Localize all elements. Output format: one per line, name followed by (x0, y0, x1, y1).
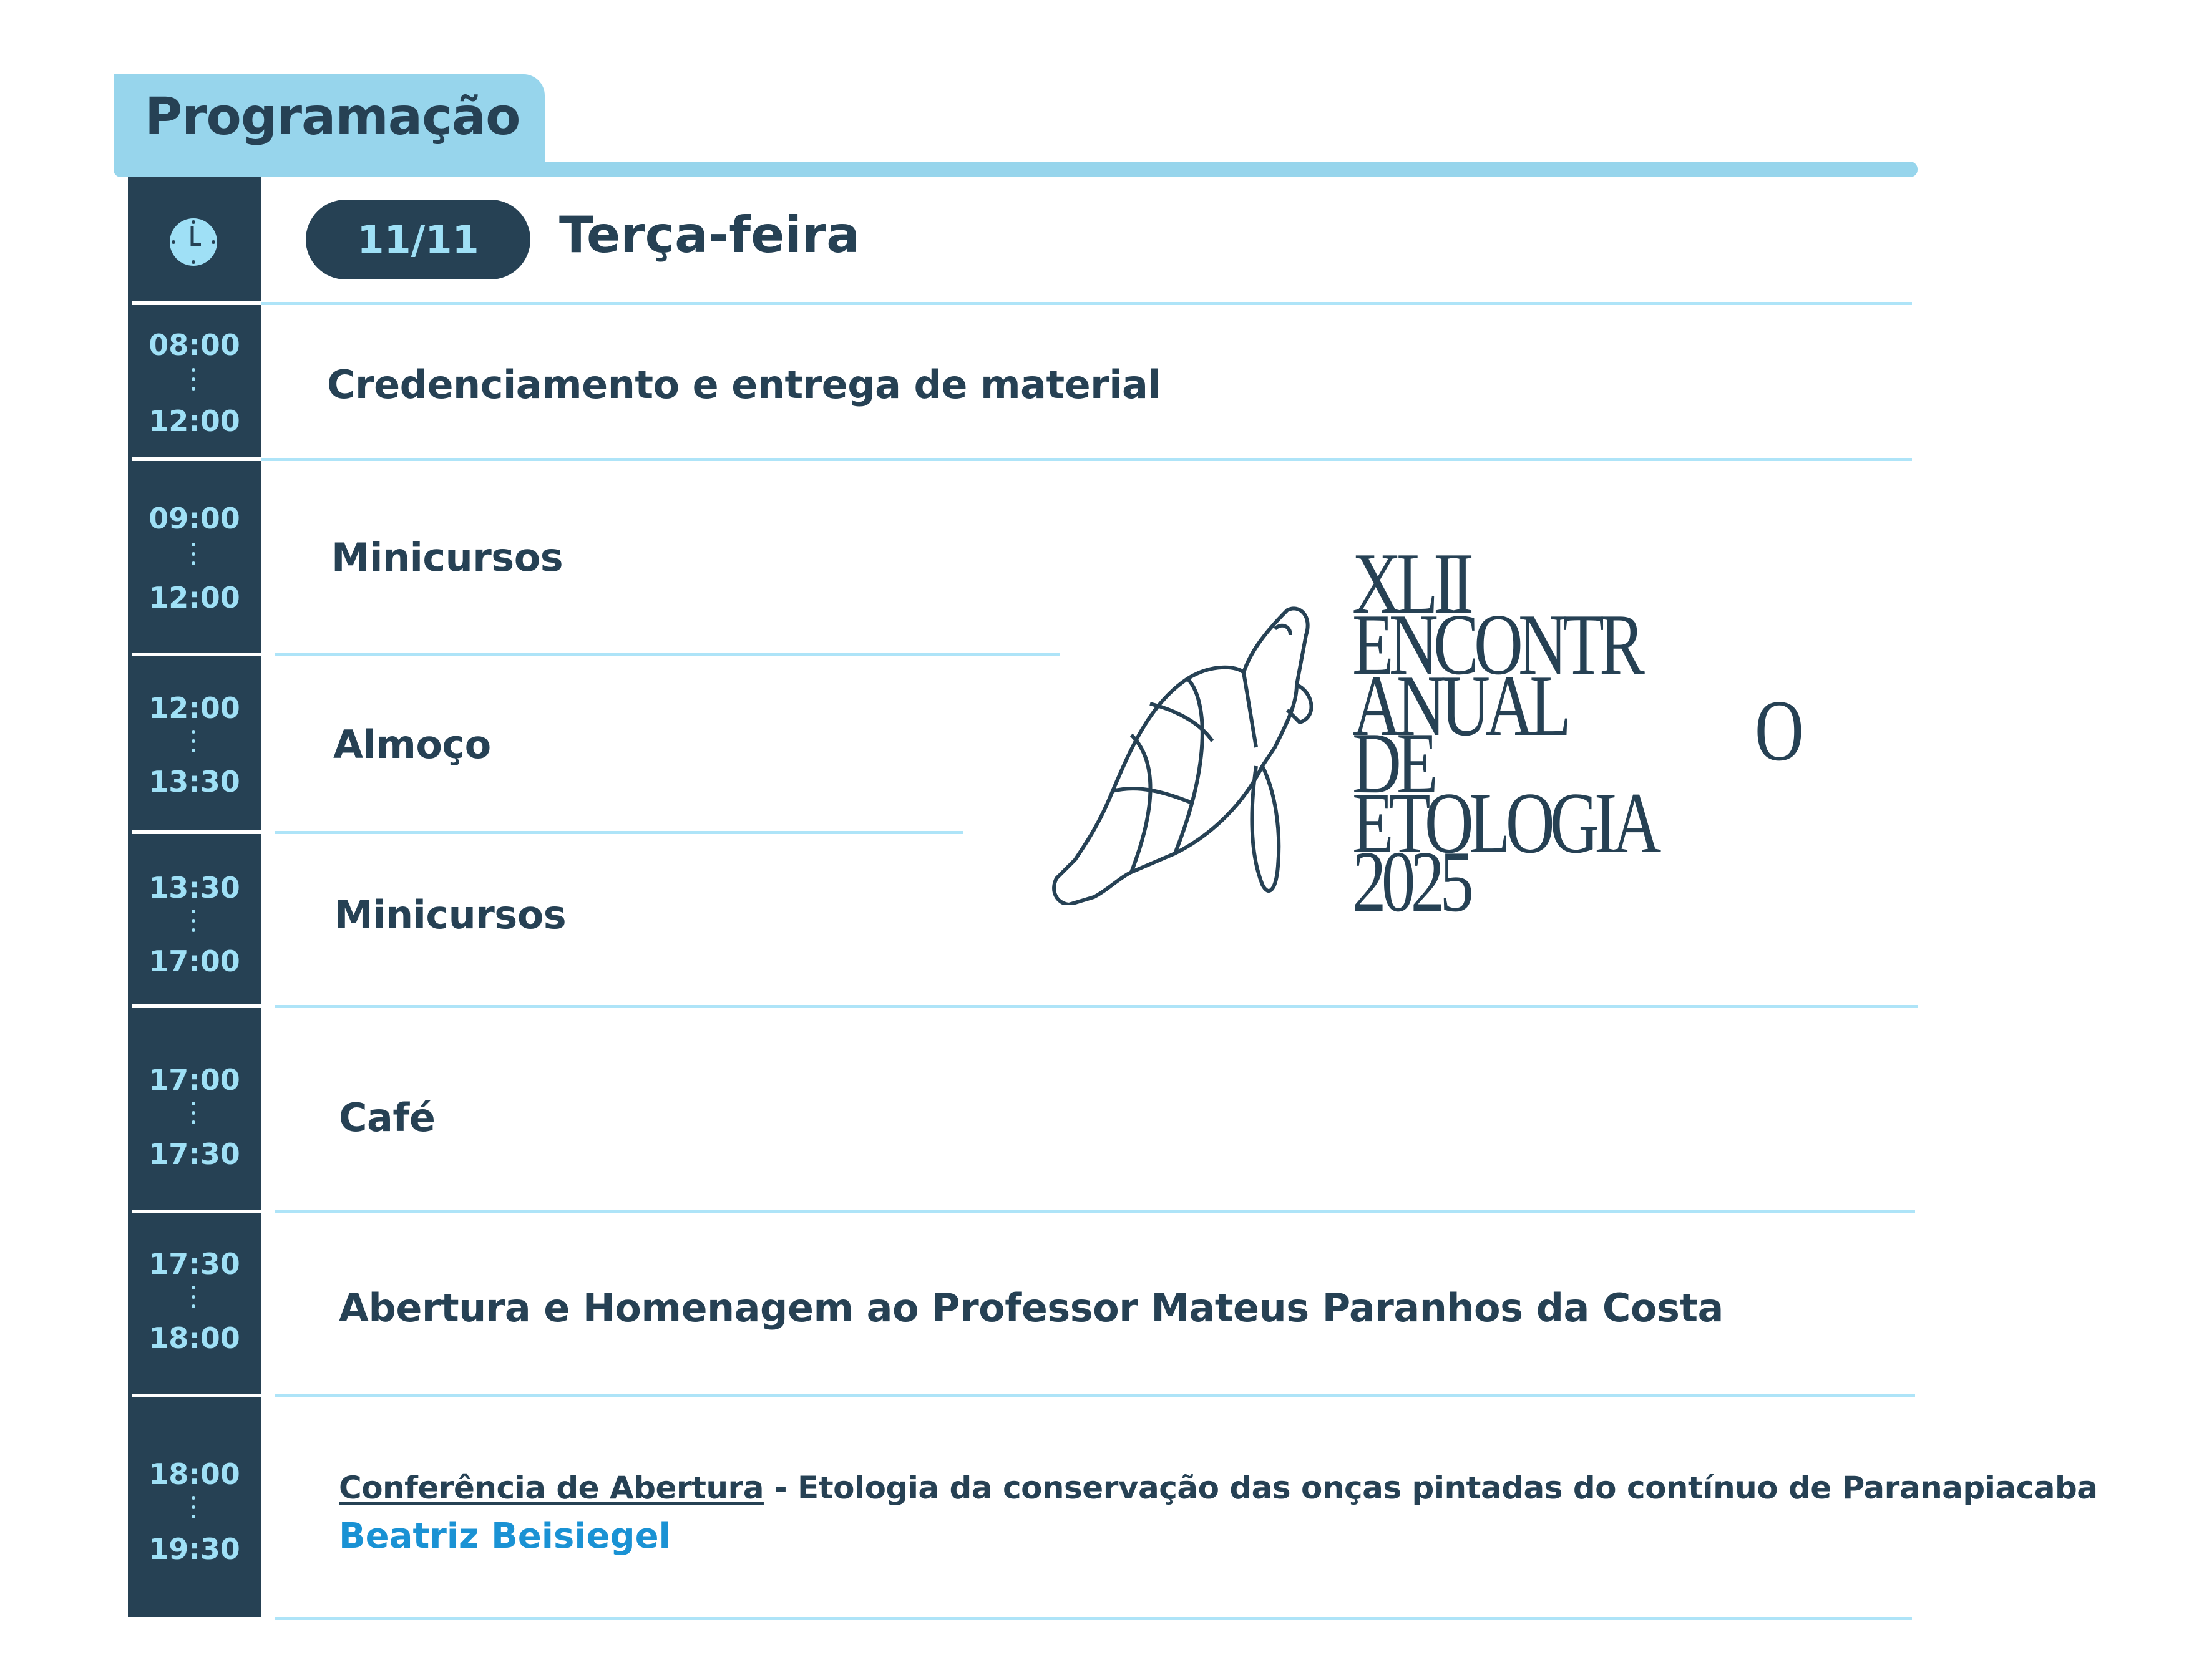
divider (275, 653, 1060, 656)
start-time: 09:00 (149, 502, 240, 535)
time-dots (192, 543, 195, 571)
time-column (128, 177, 261, 1617)
start-time: 17:00 (149, 1063, 240, 1097)
event-label: Conferência de Abertura (339, 1470, 764, 1506)
end-time: 17:30 (149, 1137, 240, 1171)
divider (275, 1005, 1918, 1008)
divider (132, 301, 261, 305)
clock-icon (170, 218, 217, 266)
event-title: Café (339, 1095, 436, 1140)
time-dots (192, 910, 195, 938)
end-time: 13:30 (149, 765, 240, 799)
time-dots (192, 730, 195, 758)
start-time: 12:00 (149, 691, 240, 725)
end-time: 18:00 (149, 1321, 240, 1355)
divider (275, 1210, 1915, 1213)
time-dots (192, 1102, 195, 1130)
event-logo: XLII ENCONTR ANUAL DE ETOLOGIA 2025 O (1352, 535, 1804, 930)
event-title: Minicursos (331, 535, 563, 580)
divider (132, 830, 261, 834)
divider (275, 831, 963, 834)
event-title: Minicursos (334, 892, 567, 938)
end-time: 12:00 (149, 581, 240, 614)
date-badge: 11/11 (306, 200, 530, 279)
divider (275, 1617, 1912, 1620)
divider (275, 1394, 1915, 1397)
header-bar (114, 162, 1918, 177)
event-title: Abertura e Homenagem ao Professor Mateus… (339, 1285, 1723, 1331)
divider (132, 1394, 261, 1397)
divider (261, 302, 1912, 305)
divider (132, 457, 261, 461)
start-time: 13:30 (149, 871, 240, 905)
page-title: Programação (145, 87, 520, 147)
time-dots (192, 1496, 195, 1524)
speaker-name: Beatriz Beisiegel (339, 1516, 671, 1556)
divider (132, 1004, 261, 1008)
weekday-title: Terça-feira (559, 206, 860, 264)
sea-turtle-icon (1052, 606, 1313, 905)
divider (261, 458, 1912, 461)
end-time: 19:30 (149, 1532, 240, 1566)
event-title: Credenciamento e entrega de material (327, 362, 1161, 407)
end-time: 17:00 (149, 944, 240, 978)
divider (132, 653, 261, 656)
event-title: Almoço (333, 722, 491, 767)
start-time: 17:30 (149, 1247, 240, 1281)
time-dots (192, 368, 195, 396)
section-tab (114, 74, 545, 177)
end-time: 12:00 (149, 404, 240, 438)
event-description: - Etologia da conservação das onças pint… (763, 1470, 2098, 1506)
time-dots (192, 1286, 195, 1314)
start-time: 18:00 (149, 1457, 240, 1491)
start-time: 08:00 (149, 328, 240, 362)
event-title: Conferência de Abertura - Etologia da co… (339, 1470, 2098, 1506)
divider (132, 1210, 261, 1213)
